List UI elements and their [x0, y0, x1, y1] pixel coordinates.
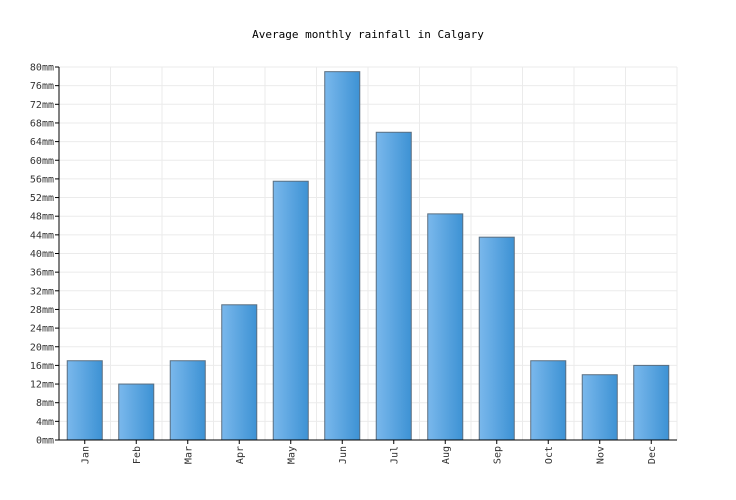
bar-jun — [324, 71, 361, 441]
x-tick-label: Mar — [183, 446, 194, 464]
bar-oct — [530, 360, 567, 441]
bar-may — [272, 180, 309, 441]
y-tick-label: 36mm — [30, 268, 54, 279]
y-tick-label: 60mm — [30, 156, 54, 167]
y-tick-label: 40mm — [30, 249, 54, 260]
y-tick-label: 20mm — [30, 342, 54, 353]
bar-feb — [118, 383, 155, 441]
y-tick-label: 4mm — [36, 417, 54, 428]
y-tick-label: 28mm — [30, 305, 54, 316]
x-tick-label: Nov — [595, 446, 606, 464]
y-tick-label: 76mm — [30, 81, 54, 92]
y-tick-label: 32mm — [30, 286, 54, 297]
y-tick-label: 12mm — [30, 380, 54, 391]
x-axis-ticks: Jan Feb Mar Apr May Jun Jul Aug Sep Oct Nov Dec — [80, 440, 658, 464]
bar-jul — [375, 131, 412, 441]
grid-lines — [58, 66, 678, 440]
bar-nov — [581, 374, 618, 441]
y-tick-label: 80mm — [30, 63, 54, 74]
y-axis-ticks: 0mm 4mm 8mm 12mm 16mm 20mm 24mm 28mm 32mm 36mm 40m… — [30, 63, 59, 447]
x-tick-label: May — [286, 446, 297, 464]
y-tick-label: 8mm — [36, 398, 54, 409]
y-tick-label: 0mm — [36, 436, 54, 447]
x-tick-label: Dec — [647, 446, 658, 464]
y-tick-label: 72mm — [30, 100, 54, 111]
y-tick-label: 68mm — [30, 118, 54, 129]
y-tick-label: 52mm — [30, 193, 54, 204]
bar-aug — [427, 213, 464, 441]
y-tick-label: 44mm — [30, 230, 54, 241]
x-tick-label: Apr — [235, 446, 246, 464]
x-tick-label: Feb — [132, 446, 143, 464]
y-tick-label: 24mm — [30, 324, 54, 335]
y-tick-label: 64mm — [30, 137, 54, 148]
bar-dec — [633, 364, 670, 441]
x-tick-label: Aug — [441, 446, 452, 464]
x-tick-label: Jan — [80, 446, 91, 464]
bar-jan — [66, 360, 103, 441]
x-tick-label: Jul — [389, 446, 400, 464]
chart-title: Average monthly rainfall in Calgary — [252, 28, 484, 41]
y-tick-label: 16mm — [30, 361, 54, 372]
bars — [66, 71, 670, 441]
x-tick-label: Oct — [544, 446, 555, 464]
bar-apr — [221, 304, 258, 441]
bar-mar — [169, 360, 206, 441]
y-tick-label: 56mm — [30, 174, 54, 185]
y-tick-label: 48mm — [30, 212, 54, 223]
bar-sep — [478, 236, 515, 441]
x-tick-label: Jun — [338, 446, 349, 464]
x-tick-label: Sep — [492, 446, 503, 464]
